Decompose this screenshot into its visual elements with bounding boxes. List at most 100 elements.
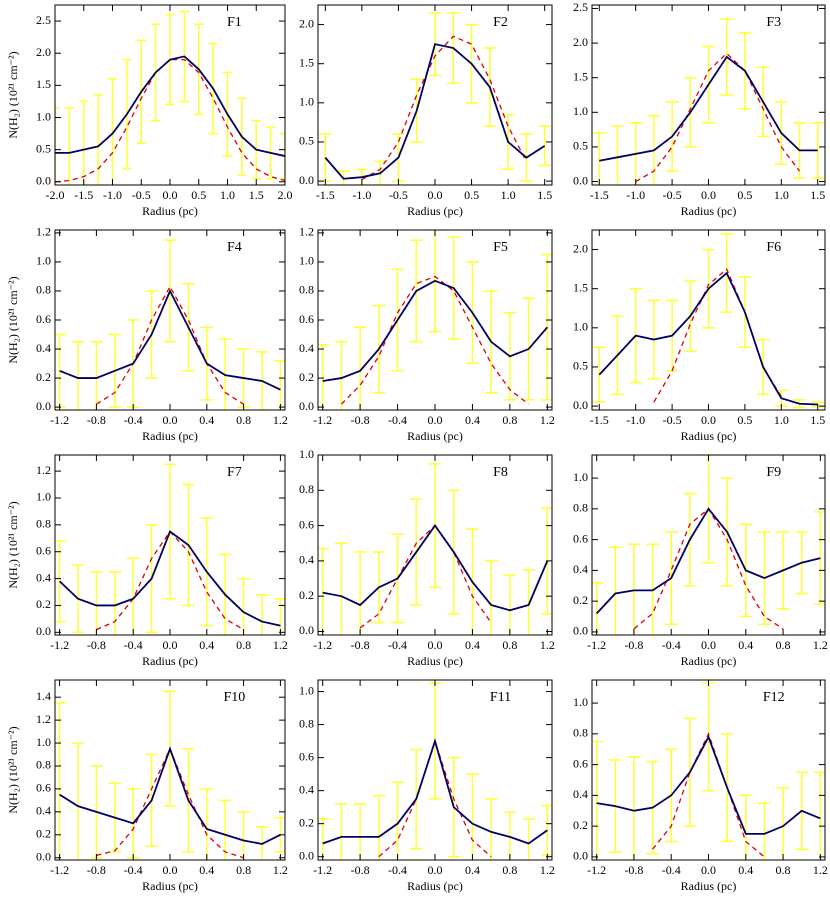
panel: -1.2 -0.8 -0.4 0.0 0.4 0.8 1.2 0.0 0.2 0.4 0.6 0.8 1… (6, 679, 288, 893)
x-tick-label: -1.2 (313, 413, 332, 427)
plot-area (593, 233, 824, 409)
x-tick-label: 0.8 (776, 638, 791, 652)
x-axis-label: Radius (pc) (407, 654, 463, 668)
x-tick-label: -0.8 (624, 638, 643, 652)
profile-line (322, 738, 548, 845)
y-tick-label: 0.4 (299, 341, 314, 355)
x-tick-label: 1.2 (813, 863, 828, 877)
y-tick-label: 0.0 (36, 849, 51, 863)
x-tick-label: 0.4 (199, 413, 214, 427)
x-tick-label: 0.5 (737, 413, 752, 427)
y-tick-label: 1.0 (36, 735, 51, 749)
x-tick-label: -0.8 (87, 863, 106, 877)
x-tick-label: 0.8 (236, 863, 251, 877)
x-tick-label: 1.5 (810, 413, 825, 427)
x-axis-label: Radius (pc) (681, 204, 737, 218)
profile-line (58, 530, 281, 627)
y-tick-label: 0.6 (36, 543, 51, 557)
plot-area (318, 682, 552, 860)
x-axis-label: Radius (pc) (142, 204, 198, 218)
y-tick-label: 1.4 (36, 689, 51, 703)
y-tick-label: 2.0 (573, 35, 588, 49)
x-tick-label: 0.0 (701, 863, 716, 877)
y-tick-label: 0.8 (36, 758, 51, 772)
x-tick-label: -1.2 (587, 863, 606, 877)
y-tick-label: 1.2 (36, 225, 51, 239)
plot-area (55, 690, 285, 860)
x-tick-label: 1.0 (220, 188, 235, 202)
x-tick-label: 0.0 (701, 188, 716, 202)
x-tick-label: 0.8 (502, 863, 517, 877)
y-tick-label: 0.6 (573, 756, 588, 770)
x-tick-label: 0.8 (502, 638, 517, 652)
y-axis-label: N(H₂) (10²¹ cm⁻²) (6, 501, 20, 588)
fit-line (361, 35, 527, 181)
fit-line (55, 58, 285, 183)
y-tick-label: 1.0 (299, 683, 314, 697)
x-tick-label: 0.0 (428, 188, 443, 202)
fit-line (340, 275, 529, 405)
x-tick-label: -0.8 (87, 638, 106, 652)
y-tick-label: 0.6 (299, 749, 314, 763)
panel-label: F12 (763, 690, 785, 705)
y-tick-label: 0.8 (299, 283, 314, 297)
y-tick-label: 0.0 (36, 624, 51, 638)
y-tick-label: 1.2 (36, 463, 51, 477)
x-tick-label: -0.4 (124, 413, 143, 427)
y-tick-label: 0.2 (36, 827, 51, 841)
y-tick-label: 1.0 (36, 109, 51, 123)
y-tick-label: 0.6 (299, 312, 314, 326)
x-tick-label: 0.4 (199, 863, 214, 877)
y-tick-label: 0.4 (573, 787, 588, 801)
y-tick-label: 0.8 (36, 517, 51, 531)
plot-area (55, 463, 285, 635)
x-tick-label: 1.2 (813, 638, 828, 652)
profile-line (322, 524, 549, 612)
y-tick-label: 0.0 (299, 173, 314, 187)
y-tick-label: 0.4 (36, 570, 51, 584)
x-tick-label: -0.4 (124, 863, 143, 877)
y-tick-label: 0.5 (573, 359, 588, 373)
x-tick-label: -1.2 (50, 413, 69, 427)
panel-label: F11 (490, 690, 511, 705)
plot-area (318, 463, 552, 635)
x-tick-label: 0.0 (701, 638, 716, 652)
x-tick-label: -1.5 (590, 413, 609, 427)
y-tick-label: 0.0 (299, 399, 314, 413)
y-tick-label: 0.0 (573, 173, 588, 187)
x-tick-label: 1.0 (774, 188, 789, 202)
y-tick-label: 0.6 (36, 781, 51, 795)
y-tick-label: 0.8 (573, 726, 588, 740)
y-tick-label: 0.0 (36, 174, 51, 188)
x-tick-label: -0.5 (132, 188, 151, 202)
x-axis-label: Radius (pc) (681, 879, 737, 893)
x-axis-label: Radius (pc) (681, 429, 737, 443)
plot-area (319, 12, 551, 185)
y-tick-label: 1.0 (36, 254, 51, 268)
plot-area (318, 230, 552, 410)
y-tick-label: 0.8 (573, 501, 588, 515)
x-tick-label: 0.0 (701, 413, 716, 427)
x-tick-label: 0.8 (502, 413, 517, 427)
y-tick-label: 0.4 (299, 553, 314, 567)
x-tick-label: -0.8 (351, 638, 370, 652)
x-tick-label: -0.4 (662, 863, 681, 877)
profile-line (59, 746, 281, 845)
panel-label: F8 (493, 465, 508, 480)
profile-line (598, 271, 818, 406)
plot-area (593, 18, 824, 185)
x-tick-label: -0.8 (87, 413, 106, 427)
x-axis-label: Radius (pc) (407, 204, 463, 218)
y-tick-label: 0.8 (299, 482, 314, 496)
x-tick-label: 0.0 (163, 188, 178, 202)
y-tick-label: 0.2 (299, 370, 314, 384)
panel-label: F4 (227, 240, 242, 255)
y-tick-label: 1.0 (573, 320, 588, 334)
x-tick-label: 0.0 (428, 638, 443, 652)
x-tick-label: 0.0 (163, 638, 178, 652)
x-tick-label: -1.0 (626, 188, 645, 202)
panel: -1.2 -0.8 -0.4 0.0 0.4 0.8 1.2 0.0 0.2 0.4 0.6 0.8 1… (299, 679, 555, 893)
x-tick-label: 2.0 (278, 188, 293, 202)
x-axis-label: Radius (pc) (407, 879, 463, 893)
